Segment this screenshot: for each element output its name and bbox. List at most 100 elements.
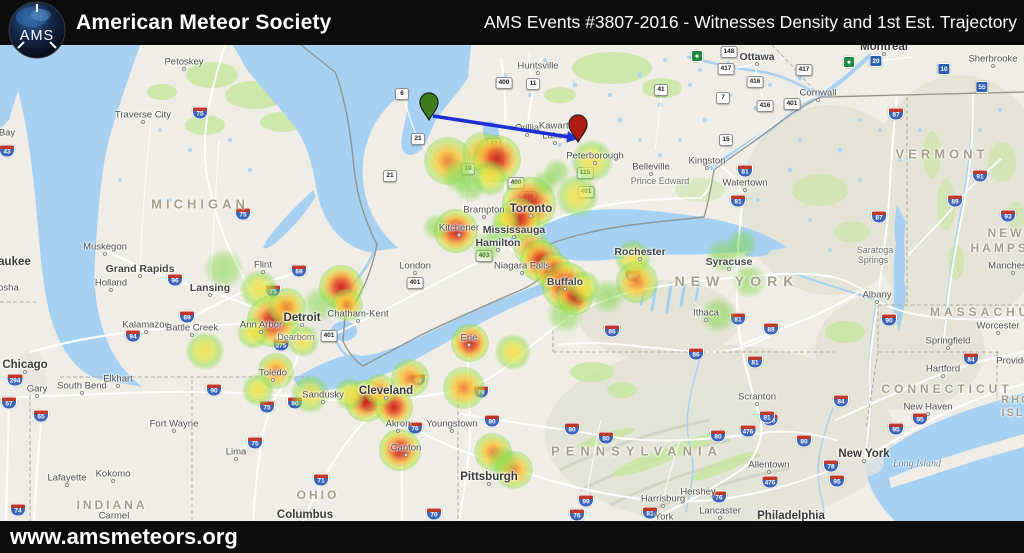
heat-blob: [726, 228, 758, 260]
city-dot: [941, 374, 945, 378]
interstate-shield-480: 480: [361, 399, 379, 413]
city-dot: [141, 120, 145, 124]
ontario-route-shield-400: 400: [495, 77, 513, 89]
city-label: Lancaster: [699, 505, 741, 517]
city-label: Milwaukee: [0, 256, 31, 268]
city-dot: [384, 396, 388, 400]
interstate-shield-95: 95: [912, 412, 928, 426]
city-dot: [172, 429, 176, 433]
ontario-route-shield-416: 416: [746, 76, 764, 88]
quebec-route-shield-55: 55: [975, 81, 989, 93]
interstate-shield-90: 90: [206, 383, 222, 397]
city-dot: [109, 288, 113, 292]
city-label: South Bend: [57, 380, 107, 392]
city-label: Cornwall: [799, 87, 837, 99]
city-dot: [116, 384, 120, 388]
interstate-shield-87: 87: [888, 107, 904, 121]
heat-blob: [471, 231, 503, 263]
heat-blob: [421, 212, 451, 242]
forest-patches: [147, 52, 1024, 481]
heat-blob: [302, 286, 338, 322]
heat-blob: [318, 264, 364, 310]
city-label: Hershey: [680, 486, 716, 498]
city-label: Detroit: [283, 312, 321, 324]
heat-blob: [530, 168, 560, 198]
heat-blob: [494, 450, 534, 490]
ontario-route-shield-12: 12: [487, 138, 501, 150]
ontario-route-shield-404: 404: [519, 191, 537, 203]
city-dot: [467, 343, 471, 347]
start-pin-marker[interactable]: [419, 92, 439, 122]
city-dot: [404, 453, 408, 457]
heat-blob: [568, 271, 600, 303]
interstate-shield-80: 80: [796, 434, 812, 448]
city-label: Canton: [390, 442, 422, 454]
city-dot: [144, 330, 148, 334]
city-dot: [525, 133, 529, 137]
heat-blob: [364, 374, 396, 406]
heat-blob: [495, 334, 531, 370]
state-label: CONNECTICUT: [881, 382, 1013, 396]
heat-blob: [513, 229, 549, 265]
city-label: Kitchener: [438, 222, 480, 234]
ontario-route-shield-6: 6: [395, 88, 409, 100]
heat-blob: [390, 358, 430, 398]
ams-logo-text: AMS: [20, 28, 54, 44]
ontario-route-shield-417: 417: [795, 64, 813, 76]
heat-blob: [542, 157, 572, 187]
heat-blob: [698, 295, 738, 335]
footer-url[interactable]: www.amsmeteors.org: [10, 524, 238, 549]
interstate-shield-99: 99: [578, 494, 594, 508]
interstate-shield-57: 57: [1, 396, 17, 410]
city-label: Harrisburg: [640, 493, 686, 505]
city-dot: [705, 166, 709, 170]
city-dot: [767, 470, 771, 474]
interstate-shield-93: 93: [1000, 209, 1016, 223]
heat-blob: [485, 220, 511, 246]
interstate-shield-71: 71: [313, 473, 329, 487]
highways: [0, 44, 1024, 522]
city-label: Akron: [385, 418, 411, 430]
ontario-route-shield-417: 417: [717, 63, 735, 75]
city-dot: [111, 479, 115, 483]
city-dot: [35, 394, 39, 398]
city-dot: [482, 215, 486, 219]
heat-blob: [239, 269, 279, 309]
ontario-route-shield-403: 403: [475, 250, 493, 262]
state-label: HAMPSHIRE: [970, 241, 1024, 255]
city-label: Chicago: [2, 359, 48, 371]
city-dot: [300, 323, 304, 327]
ontario-route-shield-41: 41: [654, 84, 668, 96]
city-dot: [743, 188, 747, 192]
city-dot: [718, 516, 722, 520]
interstate-shield-75: 75: [265, 284, 281, 298]
city-label: Kingston: [688, 155, 726, 167]
heat-blob: [498, 198, 540, 240]
city-label: Grand Rapids: [105, 263, 175, 275]
city-dot: [496, 248, 500, 252]
city-label: Toledo: [259, 367, 287, 379]
ontario-route-shield-21: 21: [383, 170, 397, 182]
ontario-route-shield-11: 11: [526, 78, 540, 90]
city-label: Hamilton: [475, 237, 521, 249]
interstate-shield-94: 94: [125, 329, 141, 343]
city-label: New Haven: [903, 401, 953, 413]
ontario-route-shield-401: 401: [406, 277, 424, 289]
end-pin-marker[interactable]: [568, 114, 588, 144]
city-label: Toronto: [509, 203, 553, 215]
interstate-shield-91: 91: [972, 169, 988, 183]
city-label: Mississauga: [482, 224, 546, 236]
interstate-shield-80: 80: [598, 431, 614, 445]
interstate-shield-390: 390: [624, 269, 642, 283]
interstate-shield-79: 79: [473, 385, 489, 399]
heat-blob: [615, 240, 651, 276]
interstate-shield-75: 75: [259, 400, 275, 414]
heat-blob: [571, 140, 613, 182]
heat-blob: [534, 252, 574, 292]
city-dot: [356, 319, 360, 323]
interstate-shield-81: 81: [737, 164, 753, 178]
